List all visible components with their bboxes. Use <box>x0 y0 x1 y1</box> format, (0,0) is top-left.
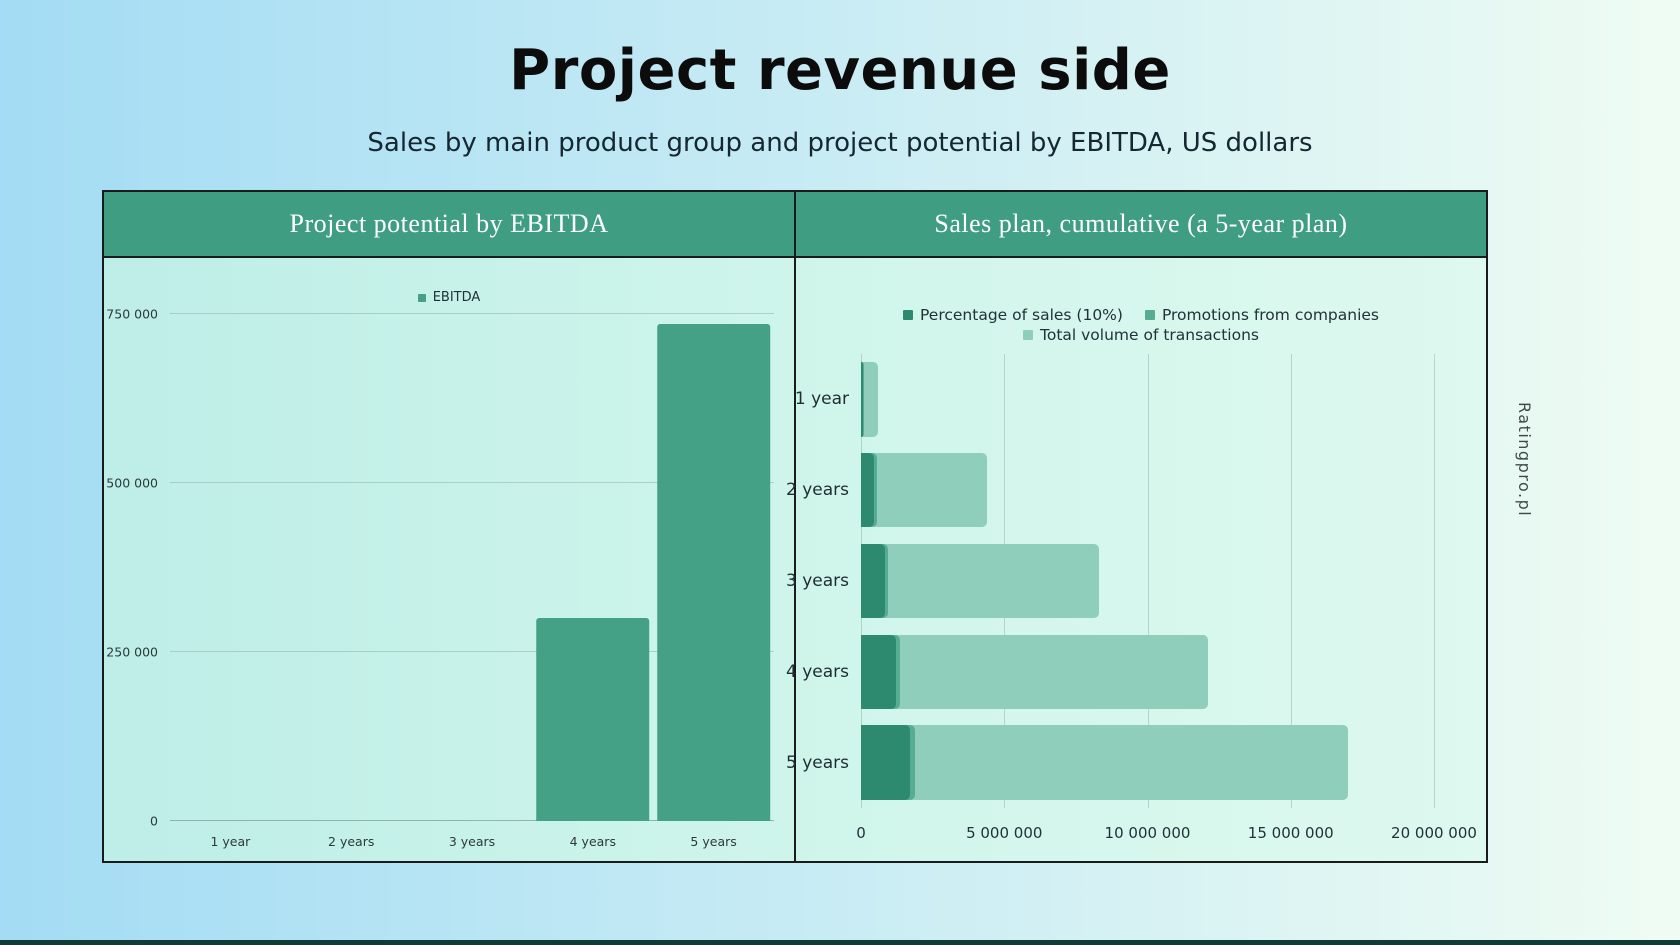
bar-total-volume <box>861 362 879 437</box>
category-label: 1 year <box>794 389 849 410</box>
ebitda-bar <box>536 618 650 821</box>
ebitda-plot-area: 1 year 2 years 3 years 4 years 5 years <box>170 313 774 849</box>
watermark-text: Ratingpro.pl <box>1515 402 1534 518</box>
category-label: 5 years <box>785 752 849 773</box>
y-tick-label: 250 000 <box>106 644 158 660</box>
legend-item: Percentage of sales (10%) <box>903 306 1123 324</box>
x-tick-label: 3 years <box>448 834 496 849</box>
category-row: 2 years <box>786 445 1434 536</box>
category-label: 4 years <box>785 661 849 682</box>
sales-plan-chart-legend: Percentage of sales (10%) Promotions from… <box>838 306 1444 344</box>
legend-label: Percentage of sales (10%) <box>920 306 1123 324</box>
gridline <box>170 313 774 314</box>
bottom-accent-strip <box>0 940 1680 945</box>
x-tick-label: 0 <box>856 824 866 842</box>
x-tick-label: 2 years <box>328 834 375 849</box>
ebitda-bar <box>656 324 771 821</box>
x-tick-label: 10 000 000 <box>1104 824 1191 842</box>
charts-panel-group: Project potential by EBITDA EBITDA 0 250 … <box>102 190 1488 863</box>
y-tick-label: 0 <box>150 813 158 829</box>
legend-swatch-icon <box>1023 330 1033 340</box>
bar-total-volume <box>861 543 1099 619</box>
category-row: 4 years <box>786 626 1434 717</box>
legend-label: Total volume of transactions <box>1040 326 1259 344</box>
x-tick-label: 5 000 000 <box>966 824 1043 842</box>
ebitda-chart: EBITDA 0 250 000 500 000 750 000 1 year 2 ye… <box>104 258 794 861</box>
ebitda-chart-legend: EBITDA <box>134 290 764 305</box>
gridline <box>170 651 774 652</box>
x-tick-label: 15 000 000 <box>1247 824 1334 842</box>
page-title: Project revenue side <box>509 38 1171 103</box>
sales-plan-plot-area: 0 5 000 000 10 000 000 15 000 000 20 000 000… <box>786 354 1477 842</box>
legend-item: Promotions from companies <box>1144 306 1379 324</box>
category-row: 3 years <box>786 536 1434 627</box>
panel-ebitda-header: Project potential by EBITDA <box>104 192 794 258</box>
bar-total-volume <box>861 725 1349 800</box>
bar-percentage-of-sales <box>861 543 885 619</box>
x-tick-label: 1 year <box>210 834 251 849</box>
bar-total-volume <box>861 634 1208 709</box>
legend-swatch-icon <box>1144 310 1155 320</box>
gridline <box>170 482 774 483</box>
sales-plan-chart: Percentage of sales (10%) Promotions from… <box>786 258 1486 861</box>
category-label: 3 years <box>785 570 849 591</box>
category-label: 2 years <box>785 480 849 501</box>
panel-sales-plan: Sales plan, cumulative (a 5-year plan) P… <box>786 192 1486 861</box>
page-subtitle: Sales by main product group and project … <box>367 128 1313 158</box>
x-tick-label: 20 000 000 <box>1391 824 1477 842</box>
legend-swatch-icon <box>903 310 913 320</box>
x-tick-label: 4 years <box>569 834 616 849</box>
ebitda-y-axis: 0 250 000 500 000 750 000 <box>106 307 166 829</box>
legend-item: Total volume of transactions <box>1023 326 1259 344</box>
gridline <box>170 820 774 821</box>
bar-percentage-of-sales <box>861 362 863 437</box>
gridline <box>1147 354 1149 808</box>
legend-label: EBITDA <box>432 290 481 305</box>
gridline <box>1434 354 1435 808</box>
y-tick-label: 750 000 <box>106 306 158 322</box>
gridline <box>1290 354 1292 808</box>
y-tick-label: 500 000 <box>106 475 158 491</box>
bar-total-volume <box>861 452 988 528</box>
x-tick-label: 5 years <box>690 834 737 849</box>
panel-ebitda: Project potential by EBITDA EBITDA 0 250 … <box>104 192 796 861</box>
legend-item: EBITDA <box>417 290 481 305</box>
legend-label: Promotions from companies <box>1161 306 1379 324</box>
bar-percentage-of-sales <box>861 452 874 528</box>
category-row: 5 years <box>786 717 1434 808</box>
category-row: 1 year <box>795 354 1434 445</box>
panel-sales-plan-header: Sales plan, cumulative (a 5-year plan) <box>796 192 1486 258</box>
bar-percentage-of-sales <box>861 634 896 709</box>
legend-swatch-icon <box>417 293 426 302</box>
bar-percentage-of-sales <box>861 725 910 800</box>
